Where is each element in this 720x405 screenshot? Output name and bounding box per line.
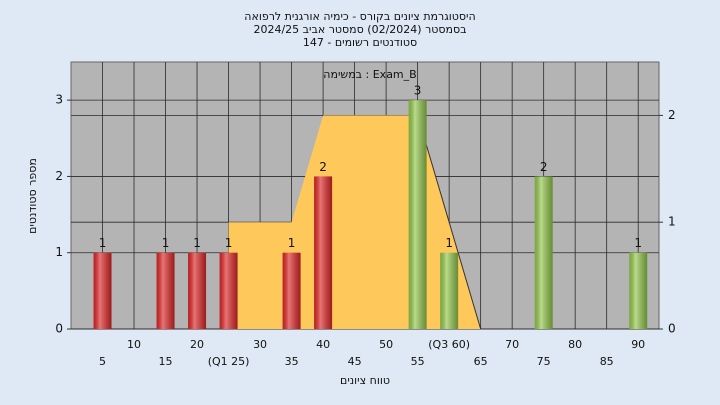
value-label: 1: [225, 236, 233, 250]
chart-title: בסמסטר (02/2024) סמסטר אביב 2024/25: [253, 23, 466, 36]
x-tick-label: (Q1 25): [208, 355, 250, 368]
x-axis-label: טווח ציונים: [340, 374, 390, 387]
y-tick-label: 0: [55, 322, 63, 336]
y-tick-label: 1: [55, 245, 63, 259]
x-tick-label: 65: [474, 355, 488, 368]
value-label: 1: [288, 236, 296, 250]
x-tick-label: 50: [379, 338, 393, 351]
x-tick-label: 5: [99, 355, 106, 368]
value-label: 1: [162, 236, 170, 250]
value-label: 1: [634, 236, 642, 250]
bar-shade: [629, 252, 648, 329]
x-tick-label: 80: [568, 338, 582, 351]
value-label: 2: [540, 160, 548, 174]
bar-shade: [440, 252, 459, 329]
bar-shade: [314, 176, 333, 329]
x-tick-label: 40: [316, 338, 330, 351]
subtitle: במשימה : Exam_B: [323, 68, 416, 81]
x-tick-label: 35: [285, 355, 299, 368]
y2-tick-label: 0: [668, 322, 676, 336]
value-label: 3: [414, 84, 422, 98]
y2-tick-label: 2: [668, 108, 676, 122]
x-tick-label: 10: [127, 338, 141, 351]
x-tick-label: 75: [537, 355, 551, 368]
distribution-edge: [417, 115, 482, 330]
x-tick-label: 85: [600, 355, 614, 368]
x-tick-label: 55: [411, 355, 425, 368]
bar-shade: [93, 252, 112, 329]
y-tick-label: 2: [55, 169, 63, 183]
x-tick-label: 90: [631, 338, 645, 351]
chart-title: סטודנטים רשומים - 147: [303, 36, 417, 49]
y-tick-label: 3: [55, 93, 63, 107]
bar-shade: [219, 252, 238, 329]
x-tick-label: 30: [253, 338, 267, 351]
bar-shade: [534, 176, 553, 329]
value-label: 1: [445, 236, 453, 250]
bar-shade: [282, 252, 301, 329]
bar-shade: [188, 252, 207, 329]
bar-shade: [408, 100, 427, 330]
value-label: 1: [99, 236, 107, 250]
bar-shade: [156, 252, 175, 329]
y-axis-label: מספר סטודנטים: [26, 158, 39, 234]
x-tick-label: 70: [505, 338, 519, 351]
value-label: 2: [319, 160, 327, 174]
x-tick-label: 15: [159, 355, 173, 368]
y2-tick-label: 1: [668, 215, 676, 229]
x-tick-label: (Q3 60): [428, 338, 470, 351]
value-label: 1: [193, 236, 201, 250]
x-tick-label: 20: [190, 338, 204, 351]
chart-title: היסטוגרמת ציונים בקורס - כימיה אורגנית ל…: [244, 10, 475, 23]
x-tick-label: 45: [348, 355, 362, 368]
